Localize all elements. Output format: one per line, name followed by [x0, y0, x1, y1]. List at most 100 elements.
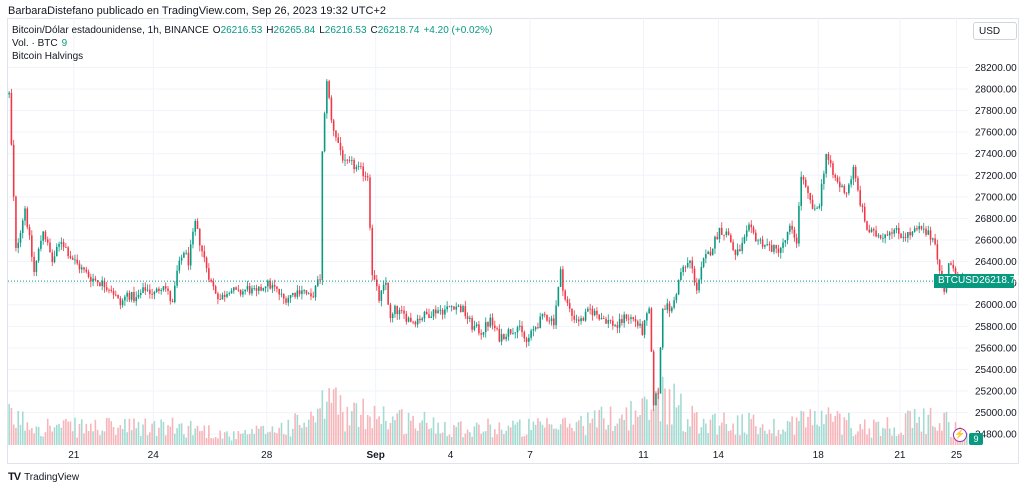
candle-body — [80, 267, 83, 270]
volume-bar — [450, 437, 453, 445]
volume-bar — [591, 418, 594, 445]
candle-body — [764, 245, 766, 247]
volume-bar — [779, 434, 782, 445]
volume-bar — [455, 426, 458, 445]
volume-bar — [804, 427, 807, 445]
volume-bar — [666, 424, 669, 445]
y-tick-label: 24800.00 — [975, 430, 1017, 441]
candle-body — [539, 316, 541, 329]
candle-body — [56, 246, 58, 257]
volume-bar — [661, 376, 664, 445]
volume-bar — [130, 430, 133, 445]
candle-body — [734, 250, 737, 255]
candle-body — [616, 325, 619, 328]
candle-body — [450, 306, 453, 308]
candle-body — [598, 314, 600, 320]
volume-bar — [675, 407, 678, 445]
candle-body — [307, 293, 310, 295]
volume-bar — [108, 418, 110, 445]
candle-body — [210, 279, 212, 282]
candle-body — [659, 347, 662, 394]
volume-bar — [212, 438, 215, 445]
candle-body — [435, 309, 437, 314]
candle-body — [162, 286, 165, 291]
currency-button[interactable]: USD — [973, 22, 1017, 40]
candle-body — [591, 308, 594, 316]
tradingview-brand[interactable]: TV TradingView — [8, 471, 79, 483]
candle-body — [310, 293, 312, 297]
candle-body — [897, 228, 900, 234]
candle-body — [825, 154, 827, 174]
lightning-icon[interactable]: ⚡ — [953, 428, 967, 442]
x-tick-label: 18 — [813, 450, 825, 461]
candle-body — [83, 267, 85, 270]
open-label: O — [212, 25, 221, 36]
candle-body — [639, 323, 641, 326]
y-tick-label: 26600.00 — [975, 236, 1017, 247]
candle-body — [264, 286, 267, 289]
candle-body — [521, 325, 523, 333]
volume-bar — [932, 426, 934, 445]
volume-bar — [285, 434, 287, 445]
candle-body — [471, 317, 473, 330]
candle-body — [478, 324, 480, 334]
volume-bar — [562, 418, 564, 445]
candle-body — [568, 303, 571, 309]
candle-body — [223, 294, 226, 297]
candle-body — [12, 144, 15, 197]
volume-bar — [407, 412, 410, 445]
candle-body — [661, 308, 664, 348]
volume-bar — [911, 427, 914, 445]
candle-body — [911, 231, 914, 236]
volume-bar — [260, 426, 262, 445]
candle-body — [791, 225, 793, 230]
volume-bar — [303, 422, 305, 445]
volume-bar — [487, 418, 489, 445]
candle-body — [518, 325, 521, 328]
volume-bar — [507, 425, 510, 445]
candle-body — [341, 150, 344, 161]
volume-bar — [353, 402, 355, 445]
candle-body — [918, 226, 920, 230]
candle-body — [534, 327, 537, 330]
candle-body — [671, 307, 673, 312]
candle-body — [233, 287, 235, 291]
volume-bar — [784, 431, 787, 445]
x-tick-label: 25 — [951, 450, 963, 461]
volume-bar — [702, 418, 705, 445]
volume-bars — [8, 376, 968, 445]
candle-body — [623, 314, 625, 323]
volume-bar — [823, 424, 825, 445]
candle-body — [33, 256, 35, 273]
volume-bar — [205, 438, 208, 445]
volume-bar — [328, 388, 330, 445]
volume-bar — [332, 389, 335, 445]
volume-bar — [575, 422, 578, 445]
volume-bar — [185, 437, 187, 445]
volume-bar — [180, 423, 183, 445]
price-candles — [8, 79, 968, 411]
volume-bar — [568, 423, 571, 445]
volume-bar — [612, 430, 614, 445]
volume-bar — [879, 435, 882, 445]
candle-body — [593, 310, 596, 316]
candle-body — [630, 317, 632, 319]
candle-body — [723, 234, 725, 236]
volume-bar — [292, 428, 294, 445]
volume-bar — [126, 432, 128, 445]
event-count-badge[interactable]: 9 — [969, 433, 983, 445]
candle-body — [657, 393, 660, 395]
volume-bar — [566, 427, 569, 445]
volume-bar — [435, 433, 437, 445]
volume-bar — [387, 429, 389, 445]
candle-body — [462, 306, 464, 312]
candle-body — [614, 325, 616, 327]
x-tick-label: 4 — [448, 450, 454, 461]
candle-body — [314, 285, 317, 298]
volume-bar — [223, 432, 226, 445]
volume-bar — [307, 419, 310, 445]
volume-bar — [87, 431, 90, 445]
volume-bar — [618, 418, 621, 445]
volume-bar — [194, 428, 197, 445]
